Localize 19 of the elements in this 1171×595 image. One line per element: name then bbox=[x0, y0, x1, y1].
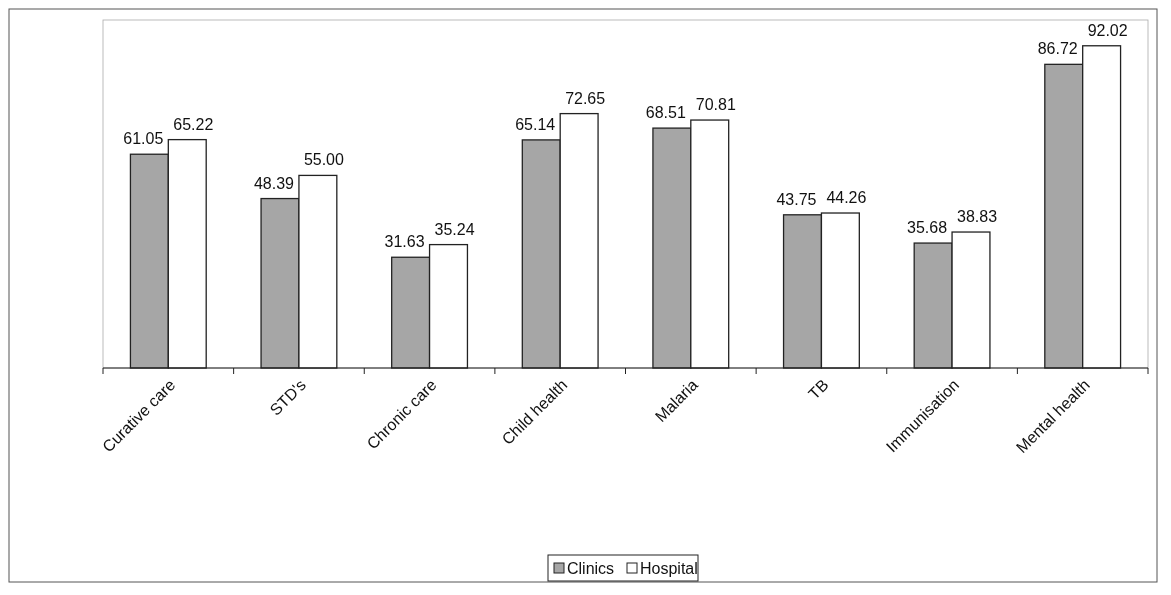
data-label: 35.68 bbox=[907, 219, 948, 237]
data-label: 68.51 bbox=[645, 104, 686, 122]
data-label: 70.81 bbox=[695, 96, 736, 114]
data-label: 86.72 bbox=[1037, 40, 1078, 58]
data-label: 48.39 bbox=[253, 174, 295, 192]
data-label: 35.24 bbox=[434, 220, 475, 238]
data-label: 55.00 bbox=[303, 151, 345, 169]
data-label: 61.05 bbox=[123, 130, 164, 148]
data-label: 65.14 bbox=[515, 115, 556, 133]
data-label: 38.83 bbox=[957, 208, 998, 226]
data-label: 92.02 bbox=[1087, 21, 1128, 39]
legend-label: Hospital bbox=[640, 560, 698, 577]
data-label: 44.26 bbox=[826, 189, 867, 207]
data-label: 43.75 bbox=[776, 190, 817, 208]
data-label: 65.22 bbox=[173, 115, 214, 133]
legend-label: Clinics bbox=[567, 560, 615, 577]
data-label: 31.63 bbox=[384, 233, 425, 251]
data-label: 72.65 bbox=[565, 89, 606, 107]
x-tick-label: TB bbox=[805, 376, 832, 403]
